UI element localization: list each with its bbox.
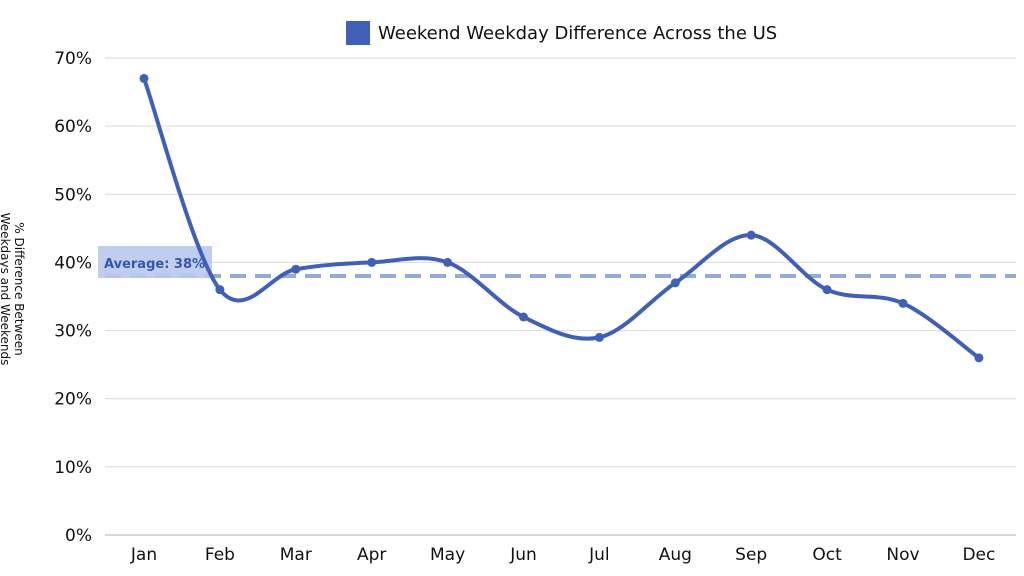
y-tick-label: 50%	[54, 185, 92, 205]
x-tick-label: May	[430, 545, 465, 565]
data-point	[291, 264, 301, 274]
average-annotation: Average: 38%	[98, 246, 1016, 279]
y-tick-label: 10%	[54, 458, 92, 478]
y-axis-label-line-1: % Difference Between	[12, 222, 26, 355]
data-point	[974, 353, 984, 363]
y-tick-label: 20%	[54, 390, 92, 410]
y-axis-label: % Difference Between Weekdays and Weeken…	[0, 213, 26, 366]
x-tick-label: Feb	[205, 545, 235, 565]
grid-lines	[105, 57, 1016, 536]
data-point	[367, 257, 377, 267]
x-tick-label: Jul	[588, 545, 610, 565]
y-tick-label: 60%	[54, 117, 92, 137]
x-tick-label: Apr	[357, 545, 386, 565]
data-point	[215, 285, 225, 295]
x-tick-label: Sep	[735, 545, 767, 565]
data-point	[443, 257, 453, 267]
legend-swatch	[346, 21, 370, 45]
x-tick-label: Jan	[130, 545, 157, 565]
data-points	[139, 73, 984, 363]
x-tick-label: Mar	[280, 545, 312, 565]
y-tick-label: 70%	[54, 49, 92, 69]
data-point	[594, 332, 604, 342]
x-tick-label: Oct	[812, 545, 842, 565]
y-tick-label: 30%	[54, 322, 92, 342]
data-point	[898, 298, 908, 308]
legend: Weekend Weekday Difference Across the US	[346, 21, 777, 45]
y-axis-ticks: 0% 10% 20% 30% 40% 50% 60% 70%	[54, 49, 92, 546]
average-label-box	[98, 246, 212, 279]
data-point	[746, 230, 756, 240]
x-axis-ticks: Jan Feb Mar Apr May Jun Jul Aug Sep Oct Nov Dec	[130, 545, 995, 565]
data-point	[822, 285, 832, 295]
y-tick-label: 0%	[65, 526, 92, 546]
x-tick-label: Dec	[962, 545, 995, 565]
series-line	[142, 76, 981, 360]
data-point	[670, 278, 680, 288]
y-axis-label-line-2: Weekdays and Weekends	[0, 213, 12, 366]
x-tick-label: Jun	[509, 545, 537, 565]
data-point	[519, 312, 528, 322]
average-label: Average: 38%	[104, 257, 205, 272]
x-tick-label: Aug	[659, 545, 692, 565]
x-tick-label: Nov	[886, 545, 919, 565]
legend-label: Weekend Weekday Difference Across the US	[378, 23, 777, 44]
y-tick-label: 40%	[54, 253, 92, 273]
series-layer	[142, 76, 981, 360]
data-point	[139, 73, 149, 83]
